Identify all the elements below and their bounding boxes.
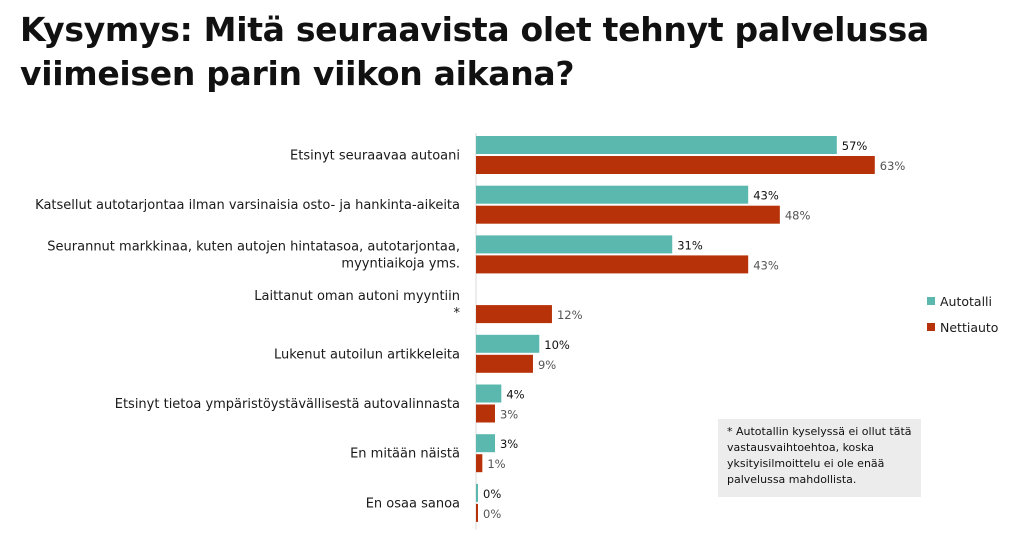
- legend-swatch-nettiauto: [927, 323, 935, 331]
- data-label-nettiauto: 3%: [500, 408, 518, 422]
- category-label: Laittanut oman autoni myyntiin *: [254, 289, 460, 321]
- bar-nettiauto: [476, 305, 552, 324]
- bar-nettiauto: [476, 503, 478, 522]
- category-label-line: myyntiaikoja yms.: [341, 256, 460, 271]
- bar-autotalli: [476, 185, 749, 204]
- bar-nettiauto: [476, 255, 749, 274]
- bar-nettiauto: [476, 156, 875, 174]
- category-label: Etsinyt seuraavaa autoani: [290, 149, 460, 164]
- bar-nettiauto: [476, 205, 780, 224]
- data-label-autotalli: 31%: [677, 238, 703, 252]
- data-label-nettiauto: 48%: [785, 209, 811, 223]
- bar-autotalli: [476, 434, 495, 453]
- bar-autotalli: [476, 235, 673, 254]
- category-label-line: Etsinyt tietoa ympäristöystävällisestä a…: [115, 397, 460, 412]
- category-label-line: Katsellut autotarjontaa ilman varsinaisi…: [35, 198, 460, 213]
- data-label-nettiauto: 12%: [557, 308, 583, 322]
- legend-label-autotalli: Autotalli: [940, 294, 992, 309]
- category-label: En mitään näistä: [350, 447, 460, 462]
- category-label: Seurannut markkinaa, kuten autojen hinta…: [47, 239, 460, 271]
- data-label-autotalli: 57%: [842, 139, 868, 153]
- chart-title-line-2: viimeisen parin viikon aikana?: [20, 54, 575, 93]
- legend-label-nettiauto: Nettiauto: [940, 320, 998, 335]
- category-label: Katsellut autotarjontaa ilman varsinaisi…: [35, 198, 460, 213]
- category-label-line: Laittanut oman autoni myyntiin: [254, 289, 460, 304]
- category-label-line: Lukenut autoilun artikkeleita: [274, 347, 460, 362]
- data-label-autotalli: 43%: [753, 189, 779, 203]
- category-label-line: En osaa sanoa: [366, 496, 460, 511]
- bar-autotalli: [476, 334, 540, 353]
- footnote-box: * Autotallin kyselyssä ei ollut tätä vas…: [718, 419, 921, 497]
- bar-autotalli: [476, 483, 478, 502]
- category-label: En osaa sanoa: [366, 496, 460, 511]
- legend-swatch-autotalli: [927, 297, 935, 305]
- bar-nettiauto: [476, 404, 495, 423]
- data-label-nettiauto: 43%: [753, 258, 779, 272]
- data-label-nettiauto: 9%: [538, 358, 556, 372]
- data-label-nettiauto: 63%: [880, 159, 906, 173]
- bar-nettiauto: [476, 354, 533, 373]
- category-label: Lukenut autoilun artikkeleita: [274, 347, 460, 362]
- category-label-line: Etsinyt seuraavaa autoani: [290, 149, 460, 164]
- data-label-autotalli: 3%: [500, 437, 518, 451]
- chart-title: Kysymys: Mitä seuraavista olet tehnyt pa…: [20, 8, 1010, 96]
- data-label-autotalli: 4%: [506, 388, 524, 402]
- data-label-nettiauto: 0%: [483, 507, 501, 521]
- bar-nettiauto: [476, 454, 483, 473]
- chart-title-line-1: Kysymys: Mitä seuraavista olet tehnyt pa…: [20, 10, 929, 49]
- category-label-line: En mitään näistä: [350, 447, 460, 462]
- data-label-autotalli: 10%: [544, 338, 570, 352]
- bar-autotalli: [476, 384, 502, 403]
- bar-autotalli: [476, 136, 837, 154]
- category-label-line: *: [454, 306, 461, 321]
- category-label: Etsinyt tietoa ympäristöystävällisestä a…: [115, 397, 460, 412]
- data-label-autotalli: 0%: [483, 487, 501, 501]
- data-label-nettiauto: 1%: [487, 457, 505, 471]
- category-label-line: Seurannut markkinaa, kuten autojen hinta…: [47, 239, 460, 254]
